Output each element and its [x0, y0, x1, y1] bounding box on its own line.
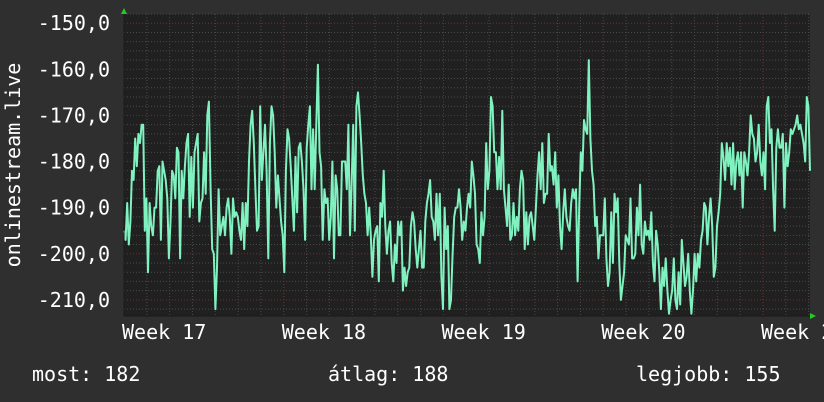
y-tick-label: -150,0: [38, 11, 110, 35]
y-tick-label: -190,0: [38, 196, 110, 220]
stat-best: legjobb: 155: [636, 362, 781, 386]
x-tick-label: Week 18: [282, 320, 366, 344]
series-line: [123, 59, 811, 315]
x-tick-labels: Week 17 Week 18 Week 19 Week 20 Week 2: [122, 320, 824, 344]
y-tick-label: -170,0: [38, 103, 110, 127]
x-tick-label: Week 19: [442, 320, 526, 344]
plot-area: [124, 14, 810, 316]
y-tick-label: -160,0: [38, 57, 110, 81]
y-tick-labels: -150,0 -160,0 -170,0 -180,0 -190,0 -200,0 -210…: [38, 11, 110, 312]
grid-lines: [123, 13, 810, 316]
y-tick-label: -200,0: [38, 242, 110, 266]
stat-current: most: 182: [32, 362, 141, 386]
x-axis-arrow-icon: [810, 313, 816, 319]
x-tick-label: Week 2: [761, 320, 824, 344]
stat-average: átlag: 188: [328, 362, 449, 386]
x-tick-label: Week 20: [601, 320, 685, 344]
y-axis-label: onlinestream.live: [1, 63, 25, 268]
y-axis-arrow-icon: [121, 8, 127, 14]
axes: [121, 8, 816, 319]
y-tick-label: -180,0: [38, 150, 110, 174]
x-tick-label: Week 17: [122, 320, 206, 344]
y-tick-label: -210,0: [38, 288, 110, 312]
